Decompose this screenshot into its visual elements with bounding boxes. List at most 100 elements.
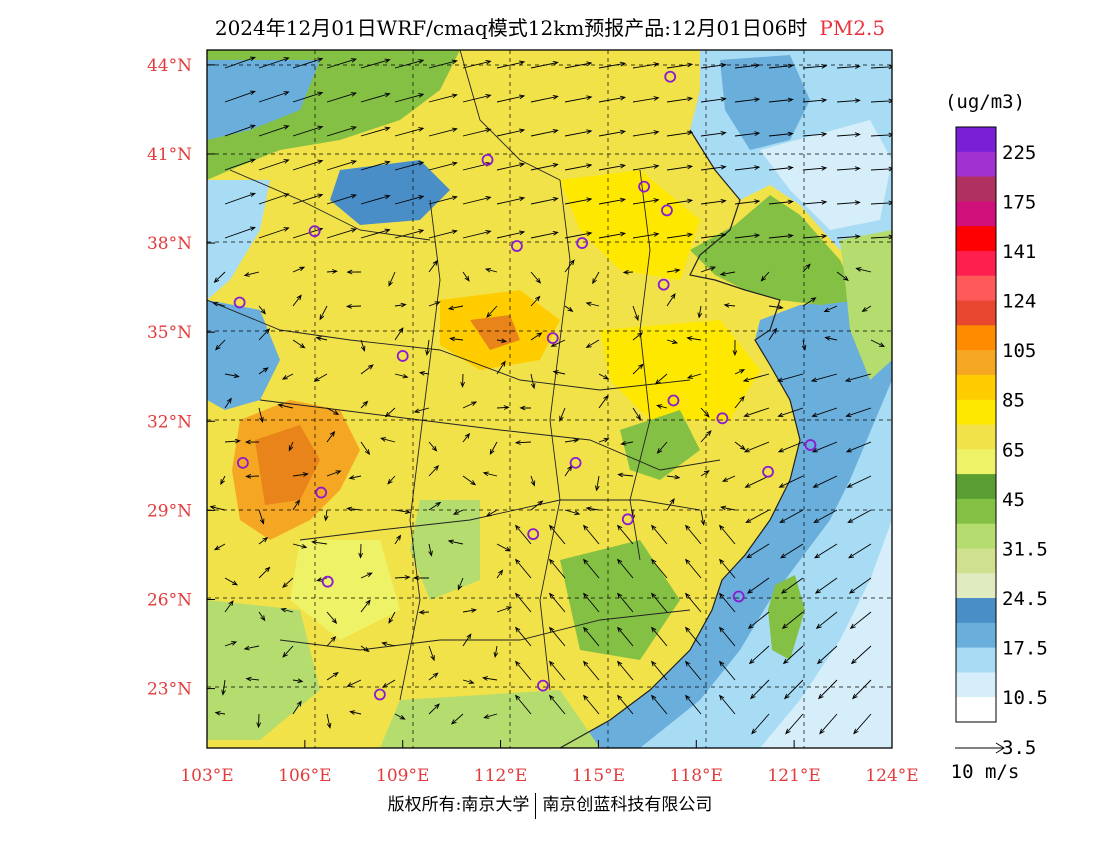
wind-arrow <box>870 132 892 138</box>
wind-arrow <box>346 679 362 687</box>
wind-arrow <box>486 305 498 318</box>
city-marker <box>546 332 559 345</box>
wind-arrow <box>288 441 294 452</box>
city-marker <box>481 153 494 166</box>
wind-arrow <box>413 407 430 413</box>
henan-hotspot <box>470 315 520 350</box>
wind-arrow <box>258 159 290 171</box>
colorbar-segment <box>956 250 996 277</box>
wind-arrow <box>358 543 364 559</box>
colorbar-label: 45 <box>1002 489 1025 511</box>
northeast-low <box>720 55 810 150</box>
colorbar-segment <box>956 201 996 227</box>
wind-arrow <box>617 472 634 478</box>
wind-arrow <box>214 710 226 716</box>
wind-arrow <box>519 405 532 411</box>
wind-arrow <box>428 161 458 171</box>
wind-arrow <box>666 198 694 205</box>
wind-arrow <box>292 543 308 549</box>
wind-arrow <box>564 438 580 443</box>
wind-arrow <box>462 230 492 239</box>
wind-arrow <box>292 678 304 684</box>
wind-arrow <box>848 543 872 559</box>
city-marker <box>569 456 582 469</box>
wind-arrow <box>870 234 892 240</box>
wind-arrow <box>483 713 498 719</box>
wind-arrow <box>802 263 811 273</box>
wind-arrow <box>564 509 581 516</box>
wind-arrow <box>326 228 358 239</box>
wind-arrow <box>718 592 736 613</box>
wind-arrow <box>650 524 668 545</box>
wind-arrow <box>666 498 675 511</box>
wind-arrow <box>360 400 369 409</box>
north-low-west <box>207 60 320 140</box>
wind-arrow <box>530 500 544 511</box>
wind-arrow <box>548 524 566 545</box>
wind-arrow <box>811 441 838 453</box>
wind-arrow <box>447 539 464 545</box>
wind-arrow <box>816 645 838 665</box>
wind-arrow <box>781 611 804 630</box>
wind-arrow <box>718 694 736 715</box>
wind-arrow <box>732 339 738 357</box>
sichuan-core <box>255 425 320 505</box>
city-marker <box>373 688 386 701</box>
wind-arrow <box>814 543 838 559</box>
wind-arrow <box>394 127 425 137</box>
wind-arrow <box>582 660 600 681</box>
wind-arrow <box>481 676 498 681</box>
wind-arrow <box>292 472 309 477</box>
wind-arrow <box>745 509 770 524</box>
wind-arrow <box>428 441 438 452</box>
wind-arrow <box>212 301 226 307</box>
wind-arrow <box>870 64 892 70</box>
wind-arrow <box>768 63 794 69</box>
wind-arrow <box>326 407 340 415</box>
wind-arrow <box>734 441 746 451</box>
colorbar-label: 85 <box>1002 390 1025 412</box>
wind-arrow <box>282 645 294 658</box>
wind-arrow <box>514 592 532 613</box>
wind-arrow <box>280 607 294 613</box>
wind-arrow <box>686 373 702 379</box>
wind-arrow <box>221 679 226 696</box>
wind-arrow <box>686 336 702 341</box>
wind-arrow <box>462 432 471 443</box>
wind-arrow <box>817 679 838 700</box>
colorbar-segment <box>956 374 996 401</box>
city-marker <box>510 240 523 252</box>
wind-arrow <box>632 164 660 171</box>
wind-arrow <box>548 592 566 613</box>
wind-arrow <box>721 475 736 482</box>
colorbar-label: 31.5 <box>1002 538 1048 560</box>
city-marker <box>667 394 680 407</box>
wind-arrow <box>700 232 727 239</box>
wind-arrow <box>742 373 770 382</box>
wind-arrow <box>496 196 526 205</box>
wind-arrow <box>360 228 391 239</box>
wind-arrow <box>381 679 396 688</box>
wind-arrow <box>847 509 872 524</box>
wind-legend-label: 10 m/s <box>951 761 1020 783</box>
colorbar-label: 65 <box>1002 439 1025 461</box>
wind-arrow <box>326 194 358 205</box>
wind-arrow <box>836 98 861 103</box>
wind-arrow <box>780 577 804 594</box>
wind-arrow <box>720 505 736 511</box>
wind-arrow <box>594 475 600 492</box>
wind-arrow <box>700 430 712 443</box>
wind-arrow <box>700 198 727 205</box>
lat-tick-label: 35°N <box>147 323 192 343</box>
wind-arrow <box>632 407 642 421</box>
wind-arrow <box>815 611 838 630</box>
wind-arrow <box>582 592 600 613</box>
wind-arrow <box>746 577 770 594</box>
lon-tick-label: 118°E <box>670 766 723 786</box>
wind-arrow <box>428 703 440 715</box>
wind-arrow <box>598 129 627 137</box>
wind-arrow <box>632 232 660 239</box>
wind-arrow <box>632 62 660 69</box>
wind-arrow <box>360 441 371 456</box>
wind-arrow <box>855 267 872 273</box>
